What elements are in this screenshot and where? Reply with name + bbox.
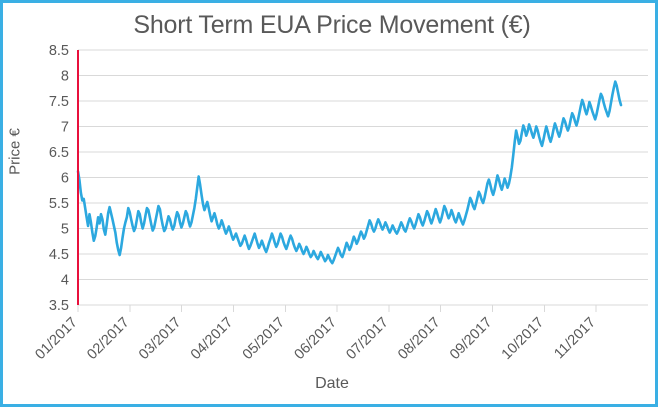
y-tick-label: 3.5 xyxy=(49,298,69,314)
x-tick-label: 01/2017 xyxy=(32,315,80,363)
x-tick-label: 08/2017 xyxy=(395,315,443,363)
y-tick-label: 6 xyxy=(61,171,69,187)
x-tick-label: 10/2017 xyxy=(499,315,547,363)
y-tick-label: 5.5 xyxy=(49,196,69,212)
y-tick-label: 4.5 xyxy=(49,247,69,263)
y-tick-label: 8 xyxy=(61,69,69,85)
x-tick-label: 09/2017 xyxy=(447,315,495,363)
y-tick-label: 7.5 xyxy=(49,94,69,110)
x-axis-title: Date xyxy=(315,375,349,392)
y-tick-label: 6.5 xyxy=(49,145,69,161)
chart-title: Short Term EUA Price Movement (€) xyxy=(133,11,531,39)
x-tick-label: 07/2017 xyxy=(343,315,391,363)
gridlines xyxy=(78,49,648,306)
x-tick-label: 06/2017 xyxy=(292,315,340,363)
price-line-series xyxy=(76,80,623,265)
y-tick-label: 8.5 xyxy=(49,43,69,59)
x-tick-label: 11/2017 xyxy=(551,315,599,363)
x-axis-tick-labels: 01/2017 02/2017 03/2017 04/2017 05/2017 06/20… xyxy=(32,315,599,363)
y-tick-label: 5 xyxy=(61,222,69,238)
x-tick-label: 05/2017 xyxy=(240,315,288,363)
y-tick-label: 7 xyxy=(61,120,69,136)
x-tick-label: 04/2017 xyxy=(188,315,236,363)
x-tick-label: 02/2017 xyxy=(84,315,132,363)
x-tick-label: 03/2017 xyxy=(136,315,184,363)
x-axis-ticks xyxy=(77,305,597,312)
plot-area: 8.5 8 7.5 7 6.5 6 5.5 5 4.5 4 3.5 01/2017 02/2017 03… xyxy=(32,43,648,363)
y-tick-label: 4 xyxy=(61,273,69,289)
y-axis-tick-labels: 8.5 8 7.5 7 6.5 6 5.5 5 4.5 4 3.5 xyxy=(49,43,69,314)
